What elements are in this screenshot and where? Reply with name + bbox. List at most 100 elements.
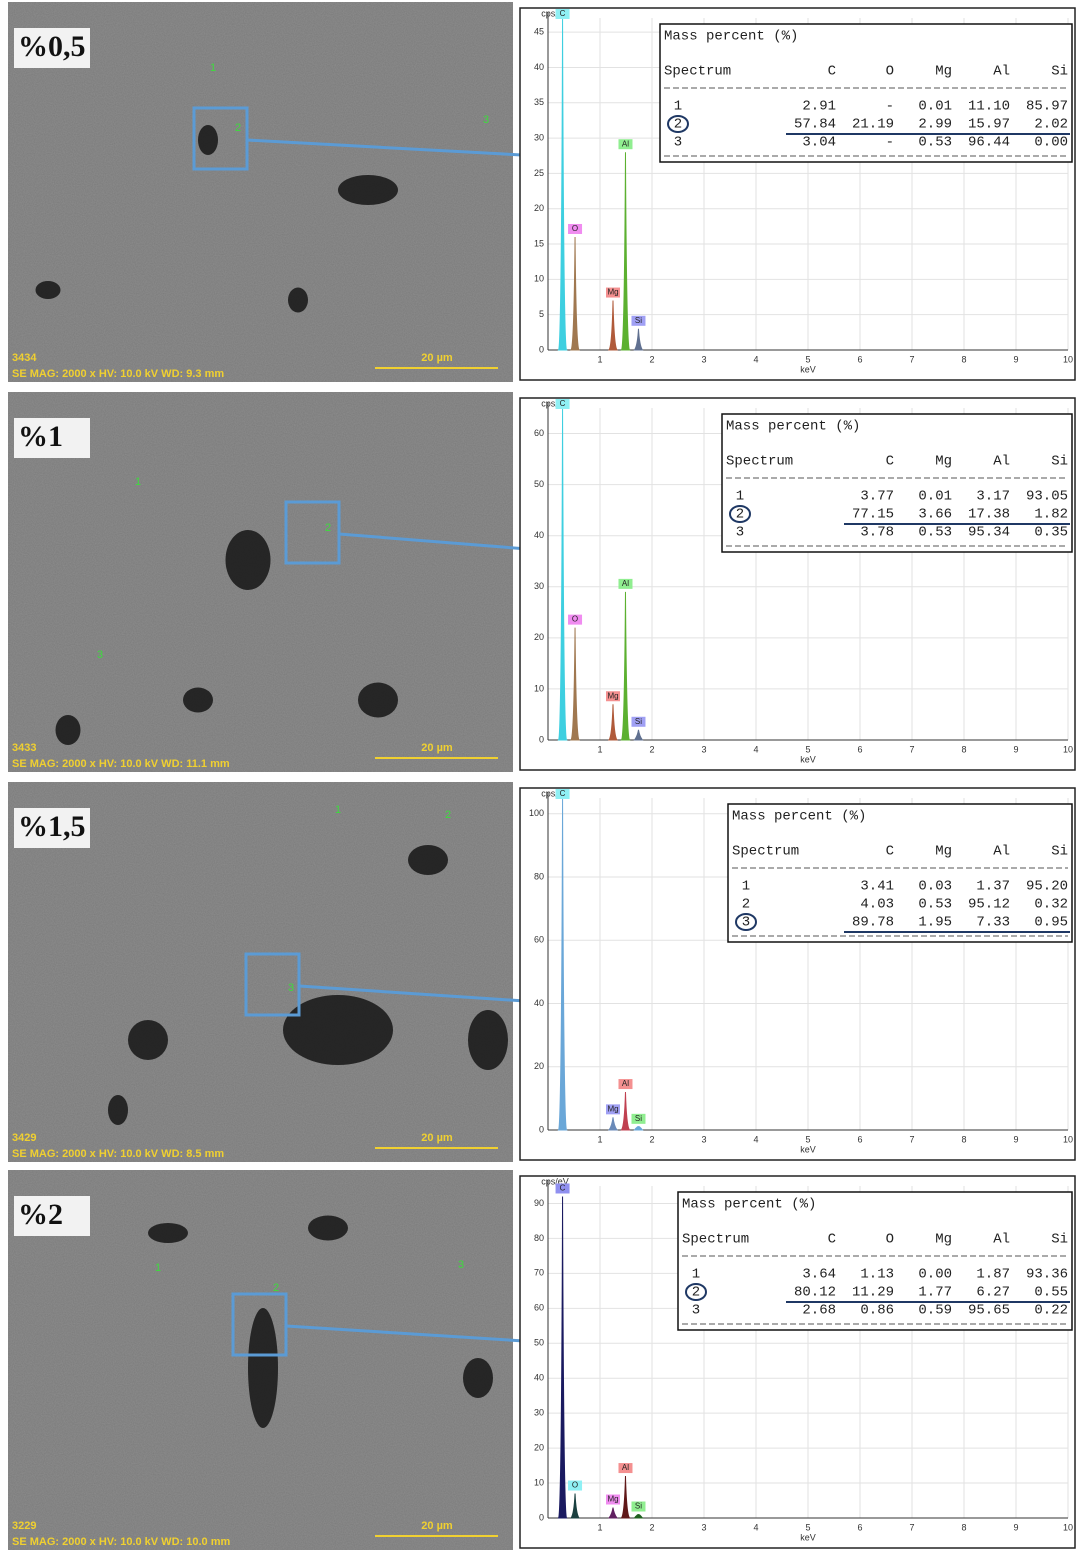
spot-label: 3 xyxy=(288,982,294,994)
table-cell: 95.65 xyxy=(968,1303,1010,1319)
table-cell: 0.55 xyxy=(1034,1285,1068,1301)
y-tick-label: 60 xyxy=(534,935,544,945)
sem-pore xyxy=(198,125,218,155)
table-title: Mass percent (%) xyxy=(664,29,798,45)
sem-pore xyxy=(183,688,213,713)
x-tick-label: 10 xyxy=(1063,354,1073,364)
y-tick-label: 35 xyxy=(534,97,544,107)
page: {"panels": [ {"label": "%0,5", "image": … xyxy=(0,0,1081,1550)
x-tick-label: 3 xyxy=(701,1522,706,1532)
table-cell: 93.05 xyxy=(1026,489,1068,505)
x-tick-label: 1 xyxy=(597,354,602,364)
table-cell: 3.64 xyxy=(802,1267,836,1283)
sem-pore xyxy=(338,175,398,205)
table-cell: 2 xyxy=(736,507,744,523)
peak-label: Mg xyxy=(607,288,618,297)
peak-label: Al xyxy=(622,139,629,148)
table-header: Si xyxy=(1051,64,1068,80)
table-cell: 96.44 xyxy=(968,135,1010,151)
table-header: Mg xyxy=(935,1232,952,1248)
table-cell: 1 xyxy=(692,1267,700,1283)
y-tick-label: 40 xyxy=(534,998,544,1008)
x-tick-label: 6 xyxy=(857,744,862,754)
y-tick-label: 20 xyxy=(534,632,544,642)
spot-label: 1 xyxy=(210,62,216,74)
table-cell: 3.77 xyxy=(860,489,894,505)
figure: %0,51233434SE MAG: 2000 x HV: 10.0 kV WD… xyxy=(0,0,1081,1550)
y-tick-label: 20 xyxy=(534,203,544,213)
x-tick-label: 8 xyxy=(961,1134,966,1144)
table-cell: 1.37 xyxy=(976,879,1010,895)
table-cell: 15.97 xyxy=(968,117,1010,133)
table-cell: 0.86 xyxy=(860,1303,894,1319)
spot-label: 1 xyxy=(335,804,341,816)
peak-label: Si xyxy=(635,717,642,726)
table-cell: 0.53 xyxy=(918,525,952,541)
image-info: SE MAG: 2000 x HV: 10.0 kV WD: 9.3 mm xyxy=(12,368,224,380)
sem-pore xyxy=(108,1095,128,1125)
spot-label: 2 xyxy=(273,1282,279,1294)
peak-label: Si xyxy=(635,1114,642,1123)
y-tick-label: 10 xyxy=(534,683,544,693)
table-cell: 0.53 xyxy=(918,897,952,913)
x-tick-label: 4 xyxy=(753,744,758,754)
table-header: O xyxy=(886,64,894,80)
table-cell: 3.66 xyxy=(918,507,952,523)
table-header: Si xyxy=(1051,1232,1068,1248)
y-tick-label: 40 xyxy=(534,62,544,72)
scale-label: 20 µm xyxy=(421,352,453,364)
x-tick-label: 9 xyxy=(1013,1134,1018,1144)
image-id: 3429 xyxy=(12,1132,36,1144)
table-cell: 1.95 xyxy=(918,915,952,931)
y-tick-label: 90 xyxy=(534,1198,544,1208)
x-tick-label: 10 xyxy=(1063,744,1073,754)
peak-label: Mg xyxy=(607,1104,618,1113)
table-cell: 3 xyxy=(692,1303,700,1319)
table-cell: 4.03 xyxy=(860,897,894,913)
table-cell: 1.87 xyxy=(976,1267,1010,1283)
table-cell: 3.17 xyxy=(976,489,1010,505)
x-tick-label: 5 xyxy=(805,1134,810,1144)
table-cell: 1.13 xyxy=(860,1267,894,1283)
panel-label: %0,5 xyxy=(18,30,86,63)
x-tick-label: 6 xyxy=(857,1134,862,1144)
y-tick-label: 60 xyxy=(534,1303,544,1313)
peak-label: C xyxy=(560,1184,566,1193)
x-tick-label: 1 xyxy=(597,744,602,754)
spot-label: 1 xyxy=(135,476,141,488)
panel-label: %2 xyxy=(18,1198,63,1231)
sem-pore xyxy=(468,1010,508,1070)
table-header: Mg xyxy=(935,454,952,470)
y-tick-label: 0 xyxy=(539,1124,544,1134)
table-cell: 0.32 xyxy=(1034,897,1068,913)
scale-label: 20 µm xyxy=(421,1132,453,1144)
table-header: Spectrum xyxy=(682,1232,749,1248)
sem-pore xyxy=(463,1358,493,1398)
y-tick-label: 100 xyxy=(529,808,544,818)
table-header: C xyxy=(886,844,894,860)
peak-label: O xyxy=(572,1481,578,1490)
table-cell: 0.00 xyxy=(918,1267,952,1283)
y-tick-label: 70 xyxy=(534,1268,544,1278)
table-header: Si xyxy=(1051,844,1068,860)
table-header: C xyxy=(828,1232,836,1248)
table-header: O xyxy=(886,1232,894,1248)
peak-label: Mg xyxy=(607,691,618,700)
y-tick-label: 25 xyxy=(534,168,544,178)
table-cell: 0.03 xyxy=(918,879,952,895)
table-cell: 0.53 xyxy=(918,135,952,151)
table-cell: 3 xyxy=(674,135,682,151)
image-id: 3433 xyxy=(12,742,36,754)
y-tick-label: 45 xyxy=(534,27,544,37)
peak-label: O xyxy=(572,224,578,233)
y-tick-label: 80 xyxy=(534,1233,544,1243)
table-header: Al xyxy=(993,844,1010,860)
x-tick-label: 9 xyxy=(1013,354,1018,364)
x-tick-label: 6 xyxy=(857,354,862,364)
scale-label: 20 µm xyxy=(421,1520,453,1532)
table-title: Mass percent (%) xyxy=(682,1197,816,1213)
peak-label: C xyxy=(560,789,566,798)
table-cell: - xyxy=(886,99,894,115)
sem-pore xyxy=(36,281,61,299)
table-header: Al xyxy=(993,454,1010,470)
